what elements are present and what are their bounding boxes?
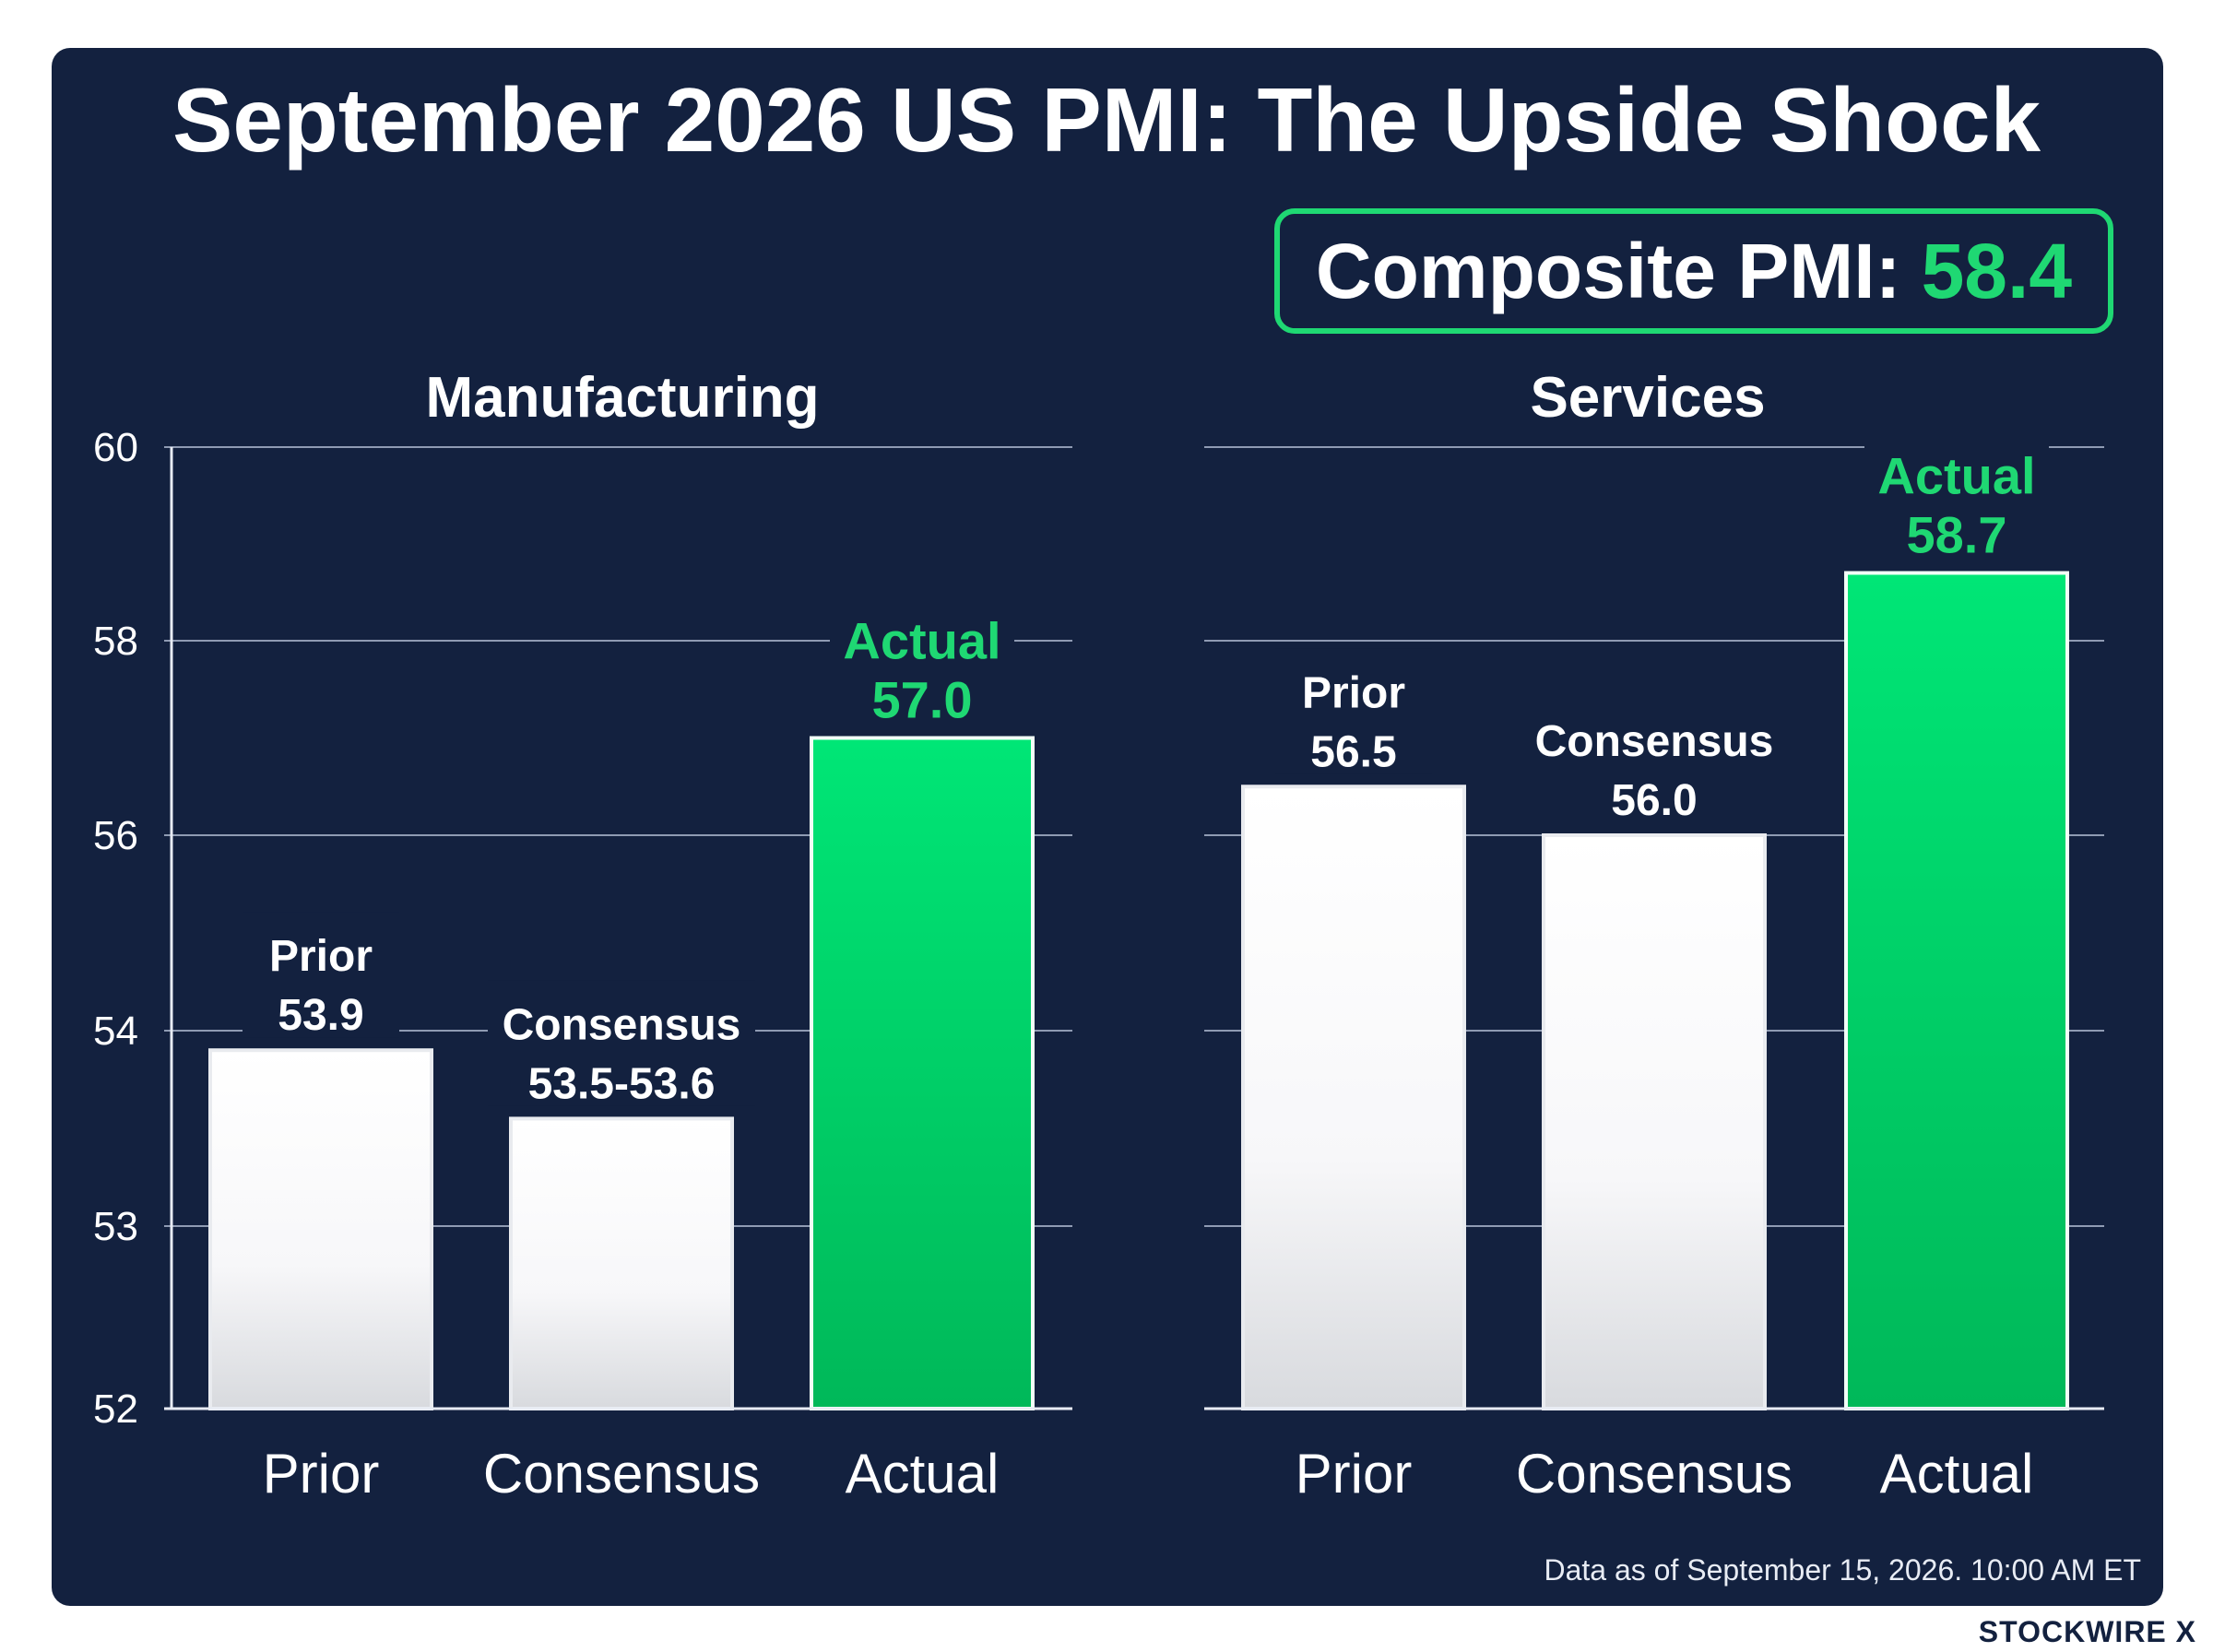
services-bar-label-name: Prior	[1302, 668, 1405, 717]
y-tick-label-54: 54	[93, 1009, 138, 1054]
manufacturing-bar-consensus	[509, 1116, 734, 1411]
manufacturing-chart-title: Manufacturing	[425, 366, 819, 430]
page-title: September 2026 US PMI: The Upside Shock	[172, 69, 2041, 171]
services-bar-label-name: Consensus	[1535, 717, 1774, 766]
y-tick-label-56: 56	[93, 813, 138, 858]
manufacturing-bar-label-name: Prior	[269, 932, 373, 981]
composite-pmi-badge: Composite PMI: 58.4	[1274, 208, 2113, 334]
manufacturing-label-bg-consensus	[488, 980, 755, 1106]
manufacturing-bar-actual	[810, 736, 1035, 1410]
manufacturing-bar-label-value: 57.0	[872, 671, 973, 729]
manufacturing-x-tick-label: Prior	[263, 1443, 380, 1504]
composite-value: 58.4	[1921, 227, 2073, 314]
manufacturing-bar-prior	[208, 1048, 433, 1410]
y-tick-label-58: 58	[93, 619, 138, 664]
services-chart-title: Services	[1530, 366, 1765, 430]
manufacturing-x-tick-label: Actual	[846, 1443, 1000, 1504]
services-bar-consensus	[1542, 833, 1767, 1410]
manufacturing-label-bg-prior	[243, 912, 399, 1038]
services-x-tick-label: Consensus	[1516, 1443, 1793, 1504]
services-bar-label-name: Actual	[1877, 447, 2035, 505]
services-x-tick-label: Prior	[1296, 1443, 1413, 1504]
services-bar-prior	[1241, 785, 1466, 1410]
services-bar-label-value: 58.7	[1907, 506, 2007, 564]
services-bar-actual	[1844, 571, 2069, 1410]
manufacturing-bar-label-value: 53.9	[278, 991, 363, 1040]
services-label-bg-consensus	[1521, 697, 1788, 822]
manufacturing-label-bg-actual	[830, 599, 1014, 726]
manufacturing-bar-label-value: 53.5-53.6	[528, 1059, 716, 1108]
brand-logo: STOCKWIRE X	[1978, 1615, 2196, 1648]
y-tick-label-52: 52	[93, 1386, 138, 1432]
y-tick-label-60: 60	[93, 425, 138, 470]
manufacturing-bar-label-name: Actual	[843, 612, 1000, 670]
y-tick-label-53: 53	[93, 1204, 138, 1249]
services-bar-label-value: 56.5	[1310, 727, 1396, 776]
services-label-bg-prior	[1275, 648, 1432, 774]
services-bar-label-value: 56.0	[1611, 776, 1697, 825]
source-note: Data as of September 15, 2026. 10:00 AM …	[1544, 1553, 2142, 1587]
services-label-bg-actual	[1864, 434, 2049, 560]
composite-label: Composite PMI:	[1315, 227, 1901, 314]
manufacturing-x-tick-label: Consensus	[483, 1443, 760, 1504]
services-x-tick-label: Actual	[1880, 1443, 2034, 1504]
manufacturing-bar-label-name: Consensus	[503, 1000, 741, 1049]
